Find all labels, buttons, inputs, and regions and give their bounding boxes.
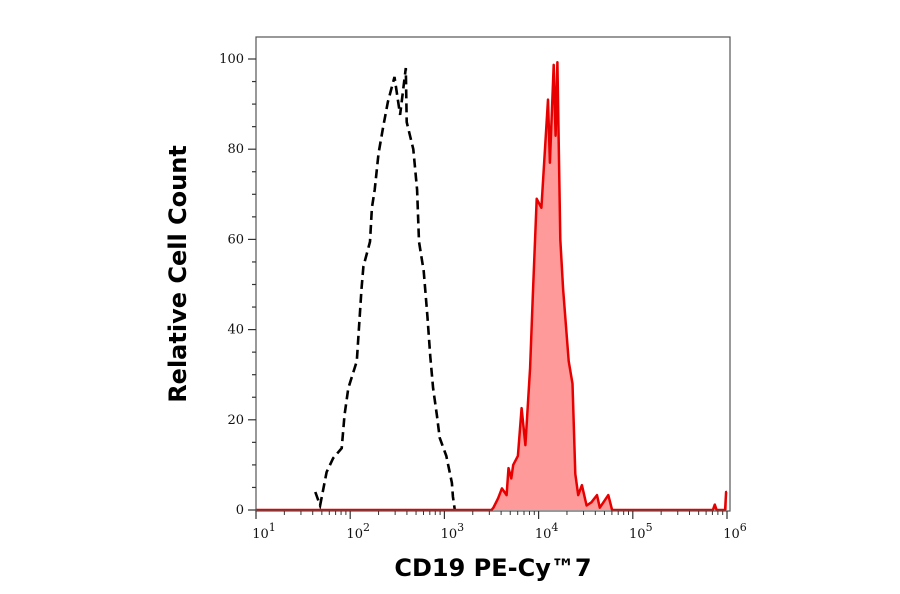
x-tick-label: 105 [629, 521, 653, 542]
series-line-1 [256, 60, 728, 512]
y-tick-label: 80 [227, 142, 244, 157]
y-tick-label: 60 [227, 232, 244, 247]
x-axis-title: CD19 PE-Cy™7 [394, 554, 591, 582]
y-tick-label: 40 [227, 323, 244, 338]
x-tick-label: 104 [535, 521, 559, 542]
y-tick-label: 100 [219, 52, 244, 67]
x-tick-label: 106 [723, 521, 747, 542]
axes: 0 20 40 60 80 100 101 102 103 104 105 106 [219, 52, 747, 542]
x-tick-label: 103 [441, 521, 465, 542]
y-tick-label: 20 [227, 413, 244, 428]
y-tick-label: 0 [236, 503, 244, 518]
x-tick-label: 101 [252, 521, 276, 542]
series-line-0 [314, 67, 457, 511]
series-fill-1 [256, 62, 727, 510]
plot-area [256, 60, 728, 512]
y-axis-title: Relative Cell Count [164, 145, 192, 403]
x-tick-label: 102 [346, 521, 370, 542]
plot-frame [255, 36, 731, 512]
